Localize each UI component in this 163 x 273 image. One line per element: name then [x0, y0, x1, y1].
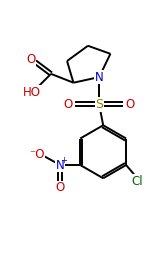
Text: S: S [95, 98, 103, 111]
Text: N: N [56, 159, 65, 171]
Text: Cl: Cl [132, 174, 143, 188]
Text: N: N [95, 71, 104, 84]
Text: O: O [63, 98, 73, 111]
Text: O: O [26, 53, 36, 66]
Text: +: + [60, 156, 67, 165]
Text: O: O [126, 98, 135, 111]
Text: HO: HO [23, 86, 41, 99]
Text: ⁻O: ⁻O [29, 149, 45, 161]
Text: O: O [56, 182, 65, 194]
